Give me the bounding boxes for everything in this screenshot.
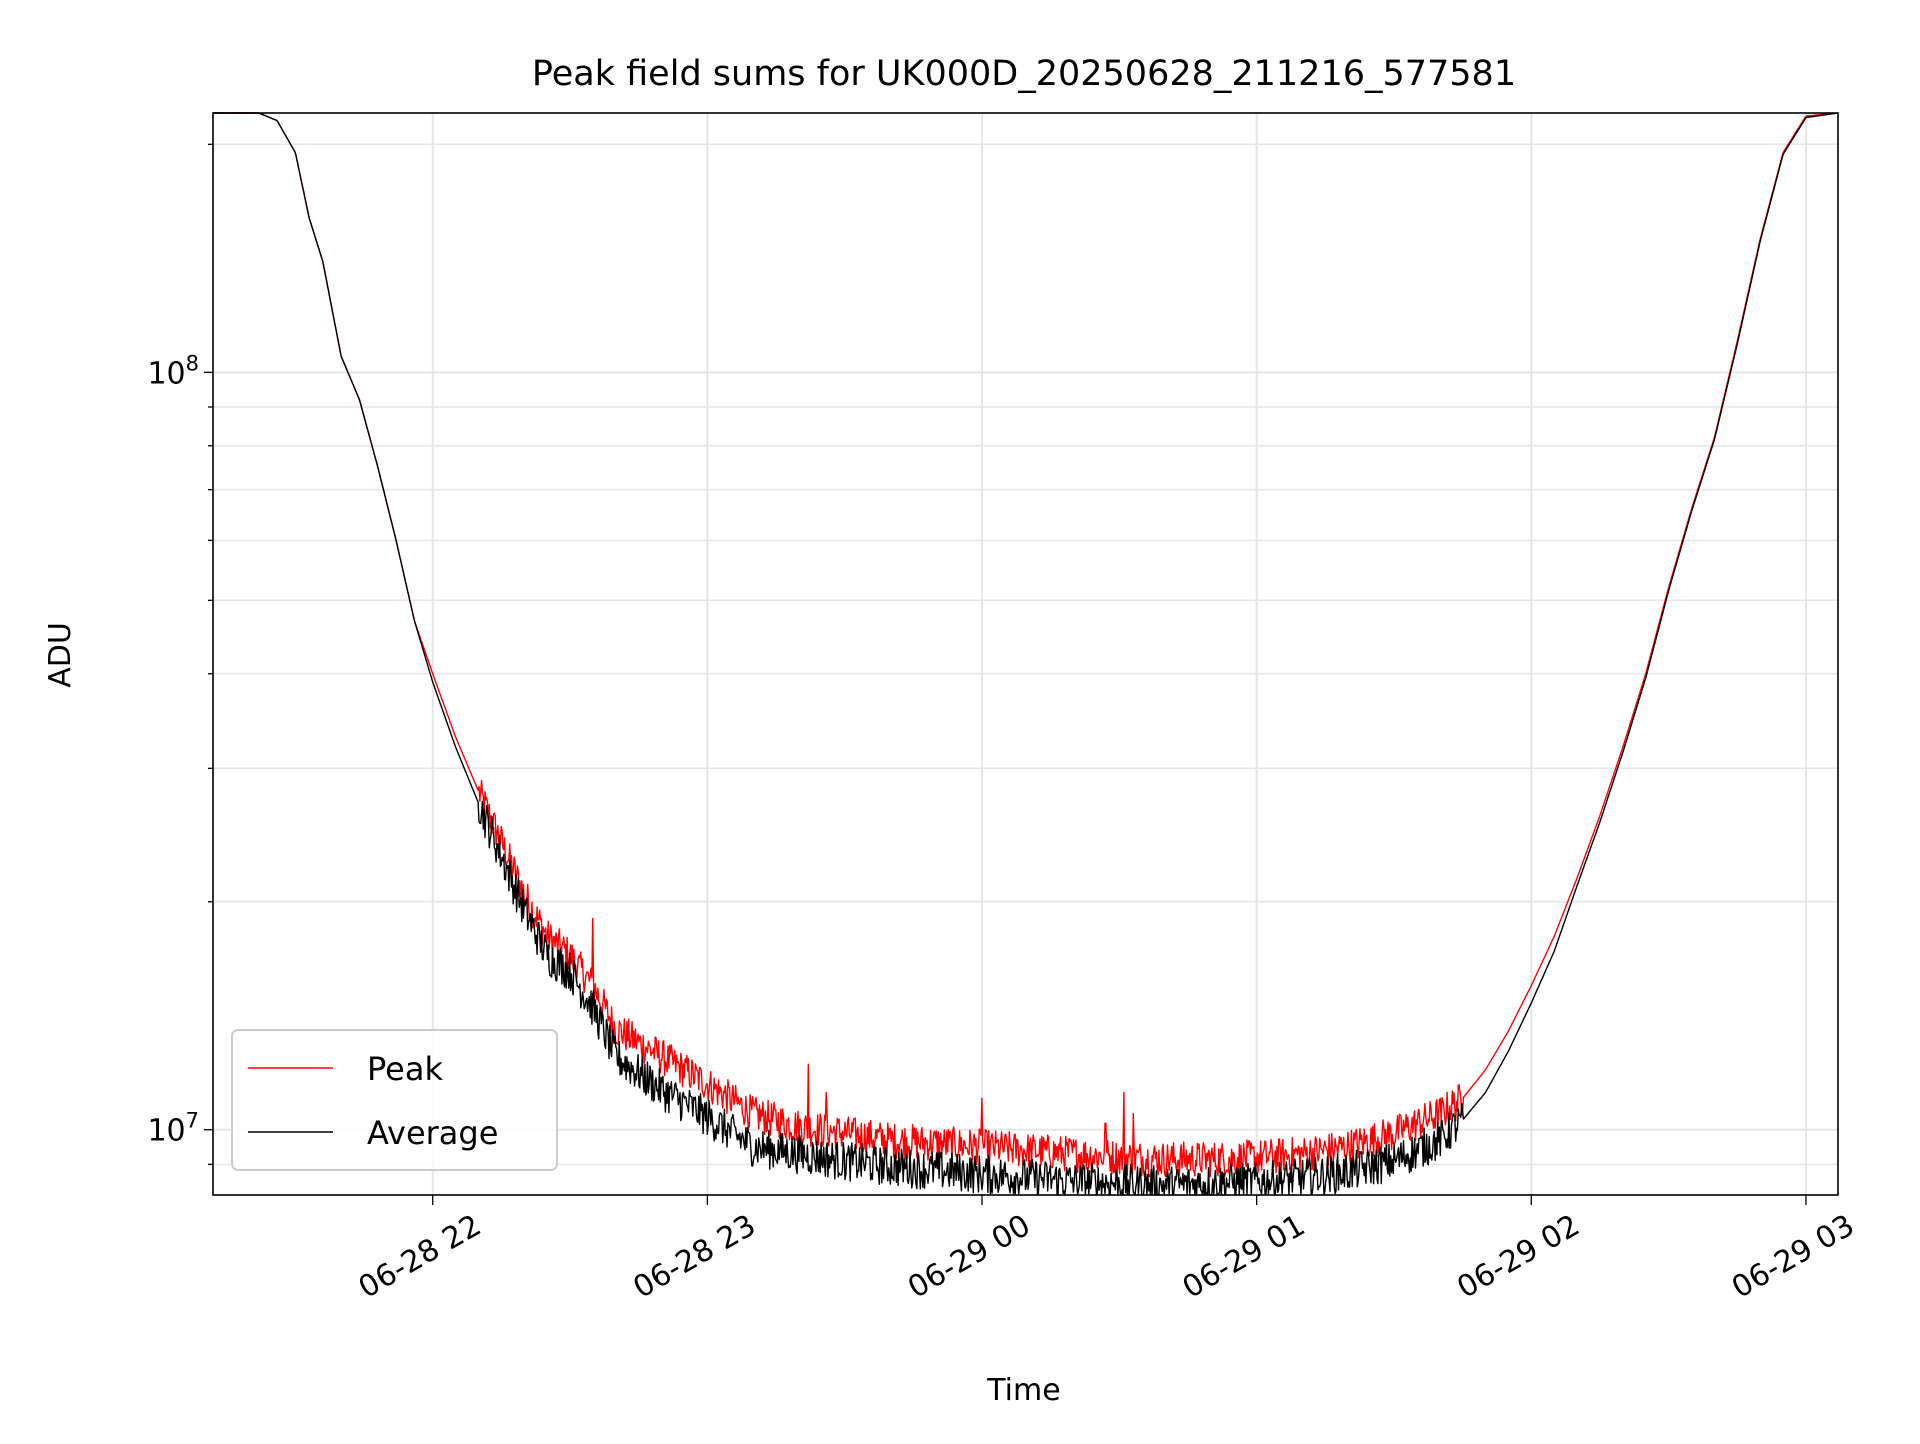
legend-label-peak: Peak [367,1050,443,1088]
y-tick-label: 108 [147,351,199,391]
series-layer [213,112,1839,1196]
y-tick-label: 107 [147,1109,199,1149]
series-line-average [213,112,1839,1196]
y-axis-label: ADU [43,622,78,688]
grid [213,113,1838,1195]
plot-frame [212,112,1839,1196]
legend-label-average: Average [367,1114,498,1152]
chart-title: Peak field sums for UK000D_20250628_2112… [532,54,1516,94]
legend-box [231,1029,558,1171]
legend: Peak Average [231,1029,558,1171]
x-axis-label: Time [986,1373,1060,1408]
